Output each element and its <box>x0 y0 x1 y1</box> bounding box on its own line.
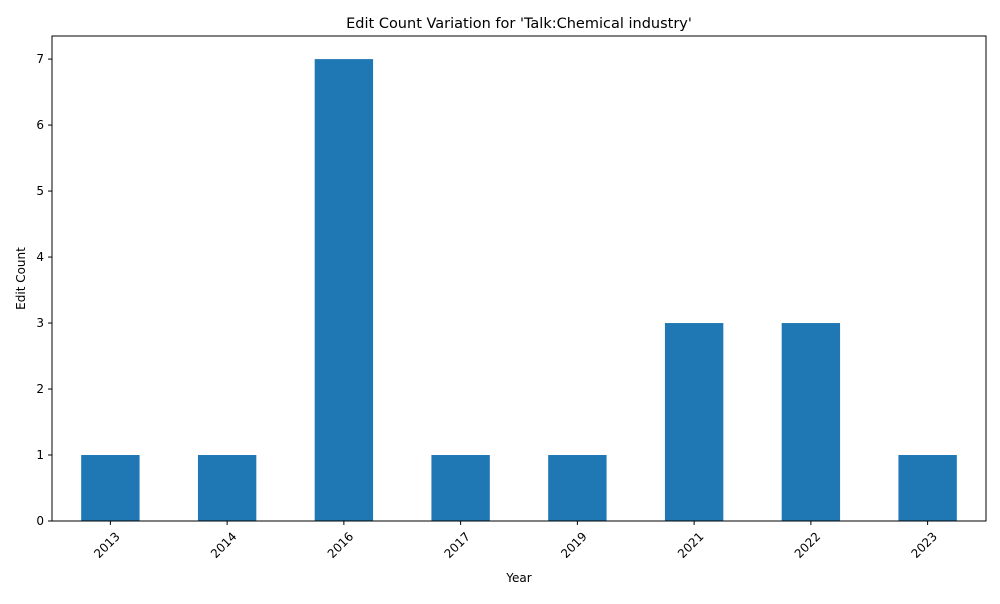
y-tick-label-4: 4 <box>36 250 44 264</box>
y-tick-label-0: 0 <box>36 514 44 528</box>
y-tick-label-1: 1 <box>36 448 44 462</box>
x-axis: 2013 2014 2016 2017 2019 2021 2022 2023 <box>91 521 940 561</box>
plot-frame <box>51 35 987 522</box>
bar-2019 <box>548 455 607 521</box>
x-tick-label-2023: 2023 <box>908 529 939 560</box>
x-tick-label-2013: 2013 <box>91 529 122 560</box>
y-axis-label: Edit Count <box>14 247 28 310</box>
y-tick-label-2: 2 <box>36 382 44 396</box>
x-tick-label-2014: 2014 <box>208 529 239 560</box>
y-tick-label-3: 3 <box>36 316 44 330</box>
bars-layer <box>81 59 957 521</box>
bar-2016 <box>314 59 374 521</box>
x-axis-label: Year <box>505 571 531 585</box>
x-tick-label-2017: 2017 <box>441 529 472 560</box>
bar-2017 <box>431 455 490 521</box>
bar-2013 <box>81 455 140 521</box>
y-tick-label-5: 5 <box>36 184 44 198</box>
x-tick-label-2021: 2021 <box>675 529 706 560</box>
bar-2014 <box>197 455 257 521</box>
x-tick-label-2019: 2019 <box>558 529 589 560</box>
bar-2021 <box>664 323 724 521</box>
bar-2022 <box>781 323 841 521</box>
y-axis: 0 1 2 3 4 5 6 7 <box>36 52 52 528</box>
bar-2023 <box>898 455 957 521</box>
x-tick-label-2016: 2016 <box>325 529 356 560</box>
y-tick-label-6: 6 <box>36 118 44 132</box>
y-tick-label-7: 7 <box>36 52 44 66</box>
x-tick-label-2022: 2022 <box>792 529 823 560</box>
chart-title: Edit Count Variation for 'Talk:Chemical … <box>346 16 692 32</box>
